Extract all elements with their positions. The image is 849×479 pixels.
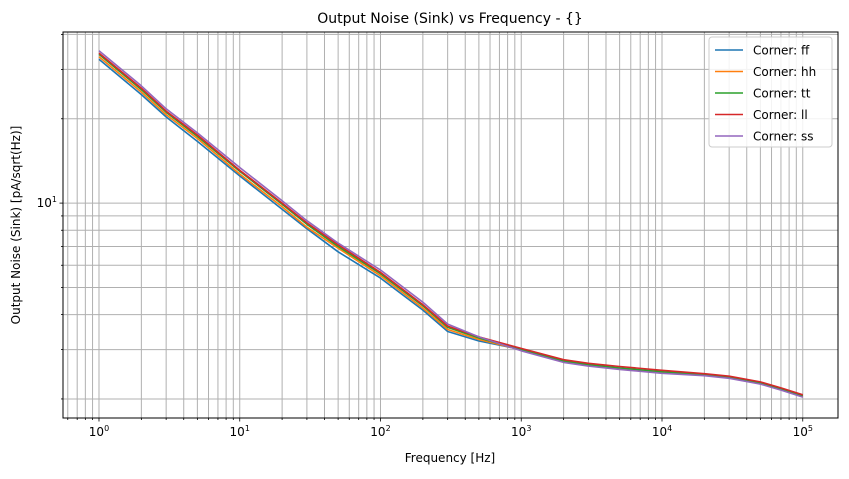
legend: Corner: ff Corner: hh Corner: tt Corner: ll… (708, 36, 833, 148)
series-line-corner-tt (98, 53, 804, 397)
legend-label: Corner: tt (753, 87, 811, 101)
grid (63, 32, 838, 418)
plot-frame (62, 31, 839, 419)
series-lines (98, 50, 804, 398)
legend-box (708, 36, 833, 148)
x-axis-label: Frequency [Hz] (405, 451, 496, 465)
x-tick-label: 101 (230, 424, 250, 439)
series-line-corner-ll (98, 52, 804, 396)
legend-label: Corner: hh (753, 65, 816, 79)
chart-title: Output Noise (Sink) vs Frequency - {} (317, 11, 583, 27)
legend-label: Corner: ss (753, 130, 814, 144)
series-line-corner-hh (98, 56, 804, 398)
legend-label: Corner: ff (753, 44, 810, 58)
x-tick-label: 100 (89, 424, 109, 439)
ticks: 100 101 102 103 104 105 101 (37, 34, 813, 439)
x-tick-label: 102 (370, 424, 390, 439)
x-tick-label: 104 (652, 424, 672, 439)
series-line-corner-ss (98, 50, 804, 398)
x-tick-label: 105 (793, 424, 813, 439)
legend-label: Corner: ll (753, 108, 808, 122)
x-tick-label: 103 (511, 424, 531, 439)
series-line-corner-ff (98, 58, 804, 397)
y-axis-label: Output Noise (Sink) [pA/sqrt(Hz)] (9, 126, 23, 325)
y-tick-label: 101 (37, 195, 57, 210)
